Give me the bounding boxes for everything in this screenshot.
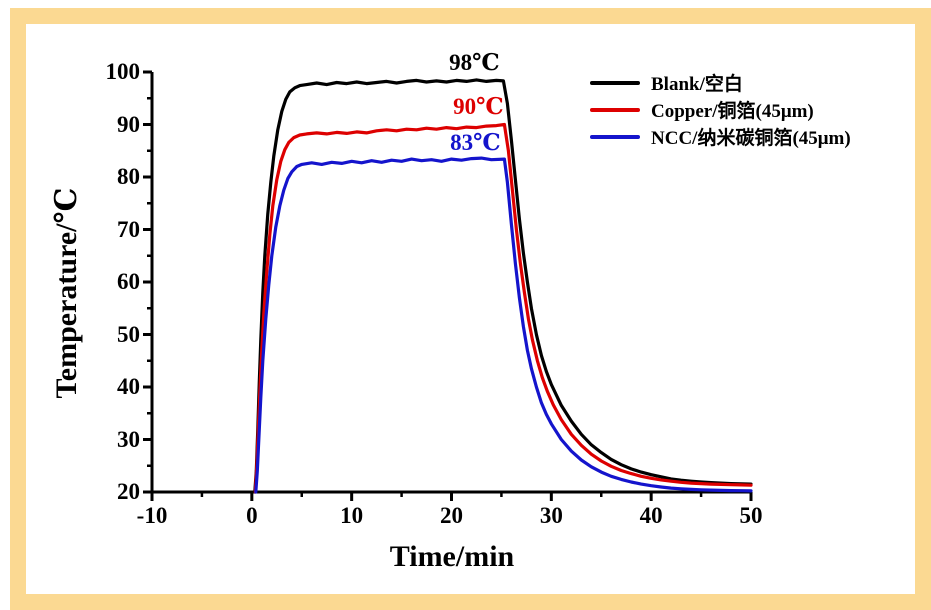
y-tick-label-30: 30 — [117, 426, 140, 452]
legend-line-blank-icon — [590, 80, 640, 85]
y-tick-label-70: 70 — [117, 216, 140, 242]
legend-item-ncc: NCC/纳米碳铜箔(45μm) — [590, 123, 851, 150]
series-curve-0 — [253, 78, 753, 494]
x-tick-label-30: 30 — [539, 503, 563, 528]
legend-label-blank: Blank/空白 — [651, 74, 743, 95]
y-tick-label-40: 40 — [117, 374, 140, 399]
y-tick-label-20: 20 — [117, 479, 140, 504]
legend-line-copper-icon — [590, 107, 640, 112]
y-tick-label-50: 50 — [117, 321, 140, 347]
y-axis-title: Temperature/℃ — [50, 187, 83, 399]
y-tick-label-80: 80 — [117, 164, 140, 189]
legend-item-copper: Copper/铜箔(45μm) — [590, 96, 851, 123]
plateau-annotation-0: 98℃ — [449, 50, 500, 76]
legend-label-ncc: NCC/纳米碳铜箔(45μm) — [651, 128, 851, 149]
figure-frame — [10, 8, 931, 610]
x-tick-label-40: 40 — [639, 503, 663, 528]
x-axis-title: Time/min — [389, 540, 515, 573]
x-tick-label-0: 0 — [246, 503, 258, 528]
series-curve-1 — [253, 122, 753, 494]
plateau-annotation-1: 90℃ — [453, 94, 504, 120]
y-tick-label-60: 60 — [117, 269, 140, 294]
x-tick-label--10: -10 — [136, 503, 168, 528]
series-curve-2 — [254, 156, 753, 494]
y-tick-label-100: 100 — [105, 59, 141, 84]
x-tick-label-20: 20 — [440, 503, 463, 528]
legend-line-ncc-icon — [590, 134, 640, 139]
legend-label-copper: Copper/铜箔(45μm) — [651, 101, 814, 122]
x-tick-label-50: 50 — [739, 503, 763, 528]
y-tick-label-90: 90 — [117, 111, 140, 137]
x-tick-label-10: 10 — [340, 503, 364, 528]
legend: Blank/空白 Copper/铜箔(45μm) NCC/纳米碳铜箔(45μm) — [590, 69, 851, 150]
plateau-annotation-2: 83℃ — [450, 129, 501, 155]
legend-item-blank: Blank/空白 — [590, 69, 851, 96]
